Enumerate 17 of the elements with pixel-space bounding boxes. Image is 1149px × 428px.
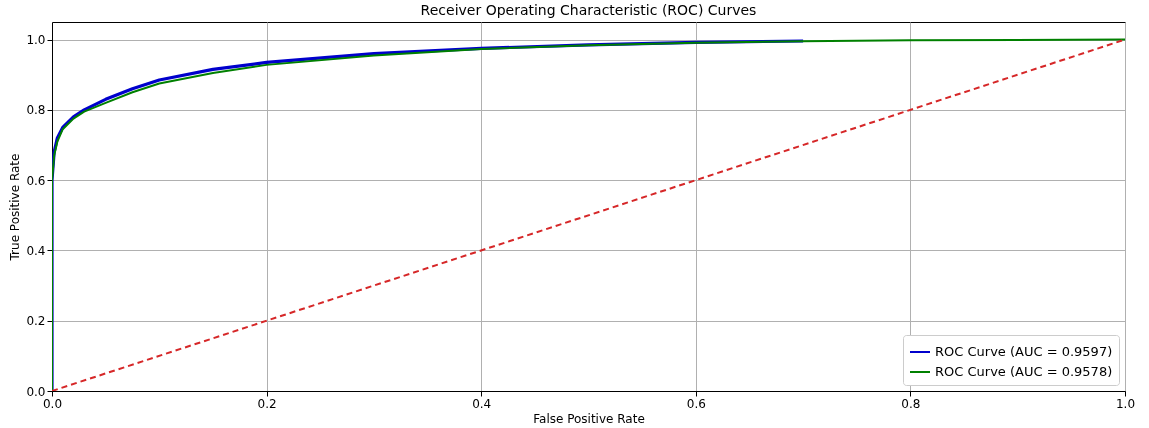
x-axis-title: False Positive Rate [533,411,645,426]
x-tick-label: 0.4 [472,396,492,411]
y-tick-label: 0.2 [26,314,46,329]
y-tick-label: 0.8 [26,103,46,118]
x-tick-label: 0.0 [42,396,63,411]
x-tick-label: 1.0 [1115,396,1136,411]
legend-label: ROC Curve (AUC = 0.9597) [935,344,1113,359]
legend-label: ROC Curve (AUC = 0.9578) [935,364,1113,379]
y-axis-title: True Positive Rate [8,153,23,262]
y-tick-label: 0.4 [26,243,46,258]
chart-title: Receiver Operating Characteristic (ROC) Curves [420,2,757,18]
x-tick-label: 0.8 [901,396,921,411]
y-tick-label: 0.0 [26,384,46,399]
y-tick-label: 1.0 [26,33,46,48]
y-tick-label: 0.6 [26,173,46,188]
x-tick-label: 0.2 [257,396,277,411]
x-tick-label: 0.6 [686,396,706,411]
